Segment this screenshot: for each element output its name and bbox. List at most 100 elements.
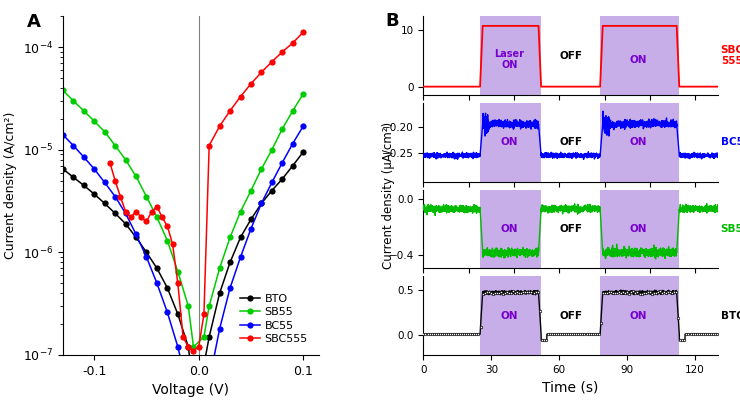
BC55	[121, 211, 130, 216]
BTO	[289, 163, 297, 168]
BTO	[163, 286, 172, 290]
BC55	[184, 388, 192, 393]
SBC555	[168, 242, 177, 247]
Bar	[600, 276, 679, 355]
BC55	[142, 255, 151, 259]
SBC555	[267, 60, 276, 64]
BC55	[69, 143, 78, 148]
Text: OFF: OFF	[559, 224, 582, 234]
SB55	[278, 126, 286, 131]
Legend: BTO, SB55, BC55, SBC555: BTO, SB55, BC55, SBC555	[235, 288, 313, 349]
Bar	[480, 103, 541, 182]
Text: ON: ON	[630, 137, 648, 147]
Text: SB55: SB55	[721, 224, 740, 234]
SBC555	[142, 219, 151, 224]
SBC555	[152, 204, 161, 209]
Text: ON: ON	[501, 224, 518, 234]
SBC555	[127, 215, 135, 220]
Text: ON: ON	[630, 55, 648, 64]
SBC555	[236, 94, 245, 99]
BTO	[152, 266, 161, 271]
SBC555	[278, 49, 286, 54]
BC55	[236, 255, 245, 259]
BTO	[236, 235, 245, 240]
SBC555	[121, 209, 130, 214]
SB55	[121, 157, 130, 162]
BC55	[257, 201, 266, 206]
BTO	[90, 192, 98, 197]
Line: SBC555: SBC555	[107, 29, 306, 354]
Text: OFF: OFF	[559, 137, 582, 147]
BTO	[257, 201, 266, 206]
SBC555	[111, 178, 120, 183]
Text: Laser
ON: Laser ON	[494, 49, 525, 71]
BC55	[163, 310, 172, 315]
SB55	[132, 174, 141, 179]
BTO	[142, 250, 151, 255]
SB55	[226, 235, 235, 240]
SB55	[152, 215, 161, 220]
SBC555	[205, 143, 214, 148]
SBC555	[178, 335, 187, 339]
Text: OFF: OFF	[559, 310, 582, 321]
SB55	[299, 91, 308, 96]
SB55	[111, 143, 120, 148]
Bar	[480, 16, 541, 95]
SBC555	[163, 224, 172, 228]
SBC555	[132, 209, 141, 214]
BC55	[205, 379, 214, 384]
BC55	[173, 344, 182, 349]
BTO	[58, 166, 67, 171]
BTO	[132, 235, 141, 240]
SBC555	[200, 312, 209, 317]
SBC555	[289, 40, 297, 45]
SB55	[200, 335, 209, 339]
BTO	[205, 335, 214, 339]
BC55	[200, 406, 209, 408]
SBC555	[184, 344, 192, 349]
SB55	[142, 194, 151, 199]
SB55	[257, 166, 266, 171]
BTO	[121, 221, 130, 226]
BC55	[215, 326, 224, 331]
BC55	[267, 180, 276, 185]
SB55	[267, 147, 276, 152]
Line: SB55: SB55	[60, 87, 306, 350]
SB55	[184, 304, 192, 308]
Y-axis label: Current density (A/cm²): Current density (A/cm²)	[4, 112, 17, 259]
BC55	[132, 232, 141, 237]
SBC555	[106, 160, 115, 165]
Text: BC55: BC55	[721, 137, 740, 147]
SB55	[246, 188, 255, 193]
Bar	[600, 16, 679, 95]
SB55	[90, 119, 98, 124]
BC55	[152, 281, 161, 286]
SB55	[163, 238, 172, 243]
SB55	[173, 269, 182, 274]
BTO	[173, 312, 182, 317]
BC55	[90, 166, 98, 171]
SB55	[236, 209, 245, 214]
Bar	[480, 276, 541, 355]
Text: SBC
555: SBC 555	[721, 45, 740, 67]
Text: BTO: BTO	[721, 310, 740, 321]
SBC555	[226, 109, 235, 113]
Bar	[600, 190, 679, 268]
BC55	[58, 132, 67, 137]
X-axis label: Voltage (V): Voltage (V)	[152, 383, 229, 397]
BC55	[299, 124, 308, 129]
BC55	[100, 180, 109, 185]
SBC555	[299, 30, 308, 35]
Line: BC55: BC55	[60, 123, 306, 408]
SB55	[100, 129, 109, 134]
Line: BTO: BTO	[60, 149, 306, 389]
SBC555	[257, 70, 266, 75]
BC55	[226, 286, 235, 290]
SB55	[289, 109, 297, 113]
SBC555	[158, 215, 166, 220]
BTO	[79, 183, 88, 188]
SB55	[205, 304, 214, 308]
BC55	[111, 194, 120, 199]
Text: B: B	[385, 12, 399, 30]
BTO	[189, 384, 198, 388]
